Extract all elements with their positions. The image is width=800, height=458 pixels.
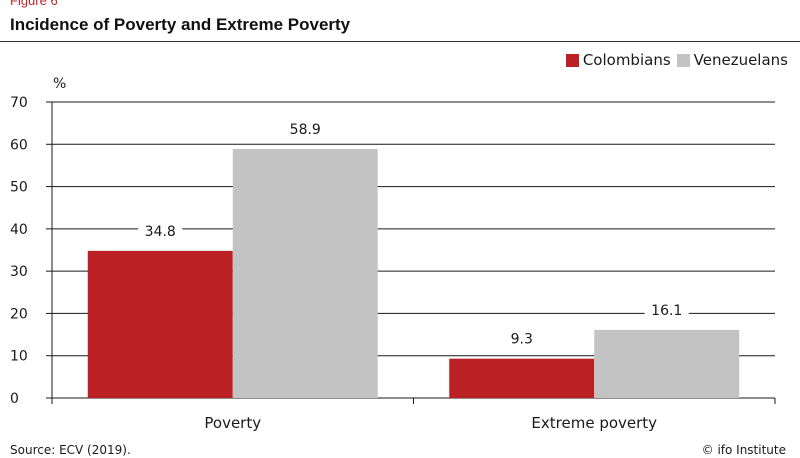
legend-item-colombians: Colombians [565,51,671,69]
y-tick-label-30: 30 [10,264,28,280]
category-label-poverty: Poverty [204,414,261,432]
source-note: Source: ECV (2019). [10,443,131,457]
legend-item-venezuelans: Venezuelans [676,51,788,69]
value-label-extreme-poverty-colombians: 9.3 [511,332,533,348]
value-label-bg-extreme-poverty-colombians [504,329,540,348]
value-label-poverty-venezuelans: 58.9 [290,122,321,138]
bar-extreme-poverty-venezuelans [594,329,740,398]
y-tick-label-0: 0 [10,391,19,407]
credit-note: © ifo Institute [701,443,786,457]
category-label-extreme-poverty: Extreme poverty [531,414,657,432]
y-tick-label-20: 20 [10,306,28,322]
y-tick-label-10: 10 [10,349,28,365]
bar-extreme-poverty-colombians [449,358,595,398]
bar-poverty-venezuelans [232,148,378,398]
figure-label: Figure 6 [10,0,58,8]
value-label-extreme-poverty-venezuelans: 16.1 [651,303,682,319]
value-label-bg-poverty-colombians [138,221,183,240]
value-label-bg-poverty-venezuelans [283,119,328,138]
title-divider [0,41,800,42]
y-tick-label-70: 70 [10,95,28,111]
value-label-bg-extreme-poverty-venezuelans [644,300,689,319]
legend-label-colombians: Colombians [582,51,671,69]
bar-poverty-colombians [87,250,233,398]
legend-label-venezuelans: Venezuelans [693,51,788,69]
value-label-poverty-colombians: 34.8 [145,224,176,240]
legend-swatch-colombians [565,53,579,67]
y-tick-label-50: 50 [10,180,28,196]
legend-swatch-venezuelans [676,53,690,67]
legend: Colombians Venezuelans [560,51,788,69]
y-tick-label-40: 40 [10,222,28,238]
chart-title: Incidence of Poverty and Extreme Poverty [10,15,351,34]
y-tick-label-60: 60 [10,137,28,153]
y-axis-unit: % [53,76,67,92]
